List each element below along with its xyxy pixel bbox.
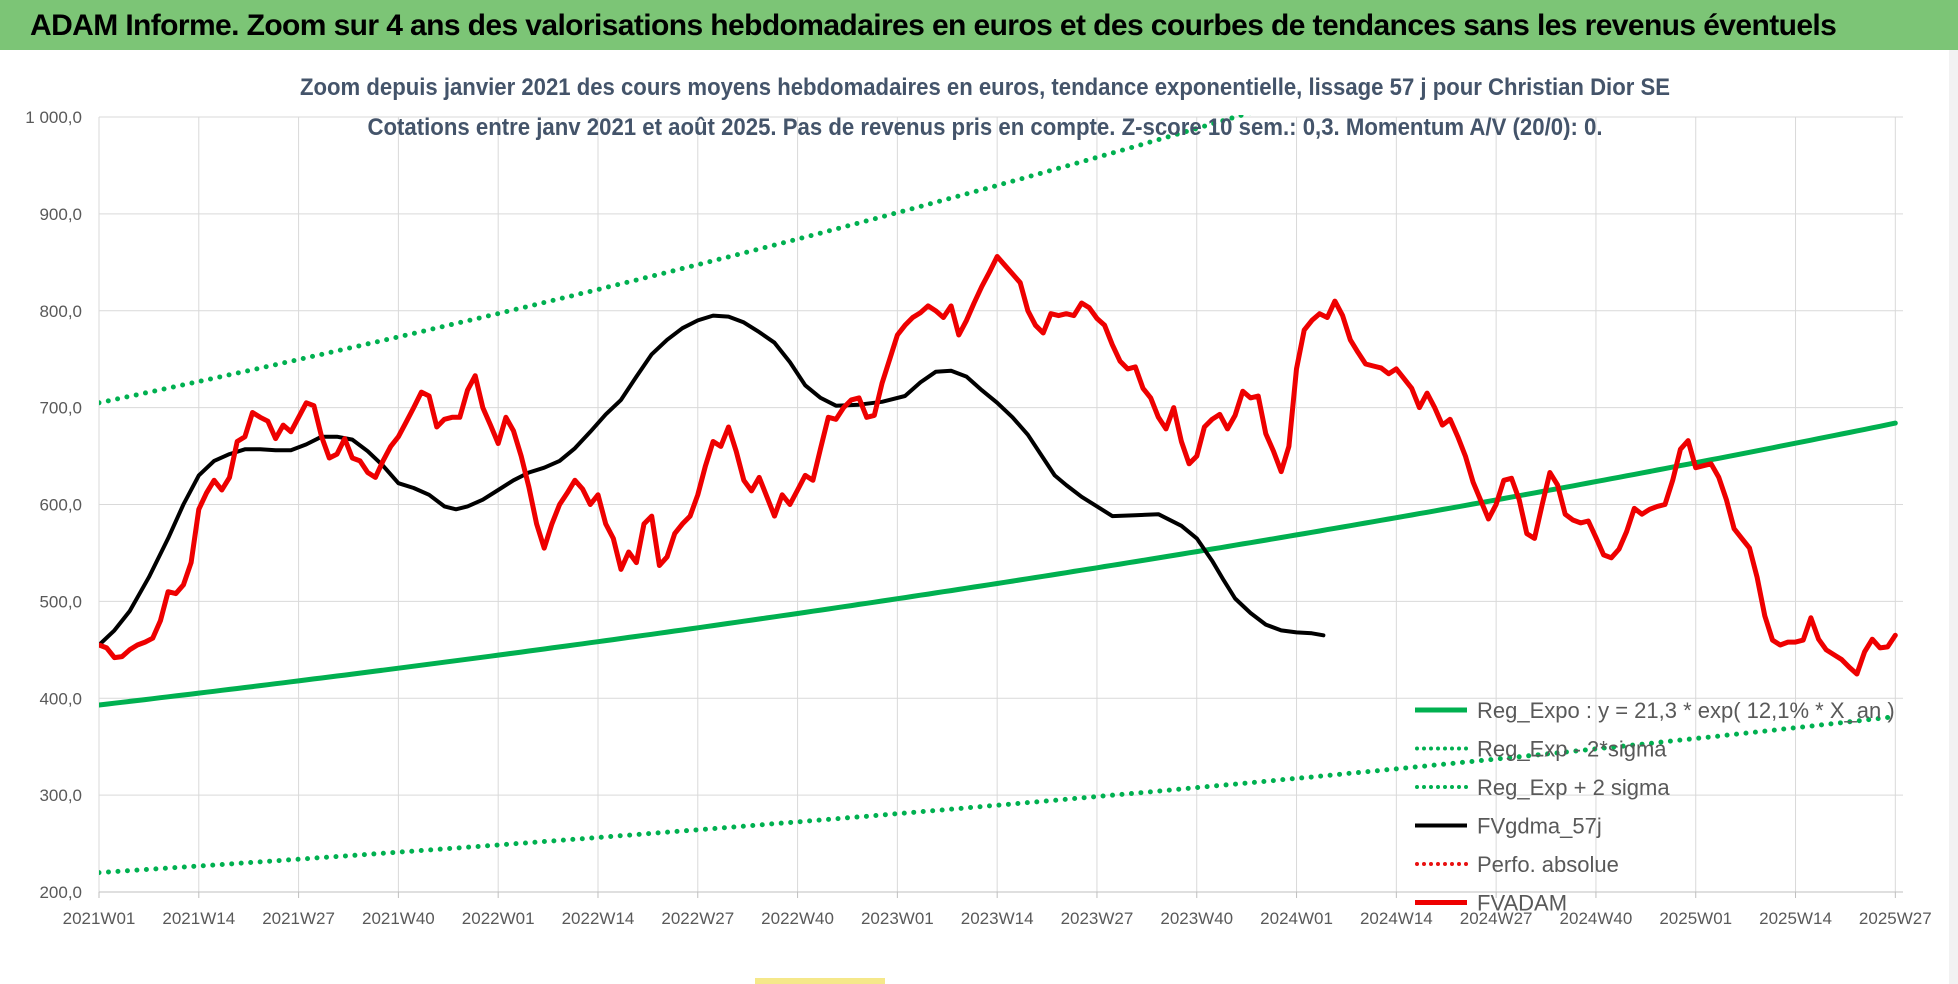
legend-label: FVADAM [1477, 891, 1567, 916]
series-line [99, 313, 1326, 647]
x-tick-label: 2022W27 [661, 909, 734, 928]
x-tick-label: 2023W01 [861, 909, 934, 928]
x-tick-label: 2024W14 [1360, 909, 1433, 928]
y-tick-label: 1 000,0 [25, 108, 82, 127]
x-tick-label: 2022W40 [761, 909, 834, 928]
y-tick-label: 900,0 [39, 205, 82, 224]
x-tick-label: 2025W14 [1759, 909, 1832, 928]
report-title: ADAM Informe. Zoom sur 4 ans des valoris… [30, 9, 1837, 42]
x-tick-label: 2023W14 [961, 909, 1034, 928]
y-tick-label: 200,0 [39, 883, 82, 902]
legend-label: Reg_Exp - 2*sigma [1477, 737, 1667, 762]
legend-label: Reg_Expo : y = 21,3 * exp( 12,1% * X_an … [1477, 698, 1895, 723]
x-tick-label: 2024W27 [1460, 909, 1533, 928]
legend-label: Reg_Exp + 2 sigma [1477, 775, 1670, 800]
y-tick-label: 700,0 [39, 399, 82, 418]
x-tick-label: 2021W14 [162, 909, 235, 928]
chart-area: Zoom depuis janvier 2021 des cours moyen… [0, 50, 1958, 984]
grid [98, 116, 1903, 898]
y-tick-label: 800,0 [39, 302, 82, 321]
chart-subtitle: Cotations entre janv 2021 et août 2025. … [368, 114, 1603, 141]
x-tick-label: 2022W14 [562, 909, 635, 928]
x-tick-label: 2025W01 [1659, 909, 1732, 928]
series-line [99, 254, 1898, 677]
series-line [99, 420, 1898, 708]
title-backdrop [1653, 84, 1905, 104]
x-tick-label: 2021W40 [362, 909, 435, 928]
y-tick-label: 300,0 [39, 786, 82, 805]
x-axis: 2021W01 2021W14 2021W27 2021W40 2022W01 2022W… [63, 909, 1932, 928]
series-line [99, 714, 1898, 876]
x-tick-label: 2021W27 [262, 909, 335, 928]
x-tick-label: 2021W01 [63, 909, 136, 928]
series-layer [99, 115, 1898, 876]
x-tick-label: 2023W40 [1160, 909, 1233, 928]
legend-label: Perfo. absolue [1477, 852, 1619, 877]
x-tick-label: 2023W27 [1061, 909, 1134, 928]
x-tick-label: 2024W40 [1560, 909, 1633, 928]
y-axis: 1 000,0 900,0 800,0 700,0 600,0 500,0 400,0 300… [25, 108, 82, 902]
report-header: ADAM Informe. Zoom sur 4 ans des valoris… [0, 0, 1958, 50]
scroll-edge [1949, 50, 1958, 984]
x-tick-label: 2022W01 [462, 909, 535, 928]
x-tick-label: 2024W01 [1260, 909, 1333, 928]
chart-svg: Zoom depuis janvier 2021 des cours moyen… [25, 74, 1932, 928]
x-tick-label: 2025W27 [1859, 909, 1932, 928]
selection-marker [755, 978, 885, 984]
legend-label: FVgdma_57j [1477, 814, 1602, 839]
y-tick-label: 500,0 [39, 592, 82, 611]
y-tick-label: 600,0 [39, 496, 82, 515]
y-tick-label: 400,0 [39, 689, 82, 708]
chart-title: Zoom depuis janvier 2021 des cours moyen… [300, 74, 1670, 101]
legend: Reg_Expo : y = 21,3 * exp( 12,1% * X_an … [1415, 698, 1895, 916]
